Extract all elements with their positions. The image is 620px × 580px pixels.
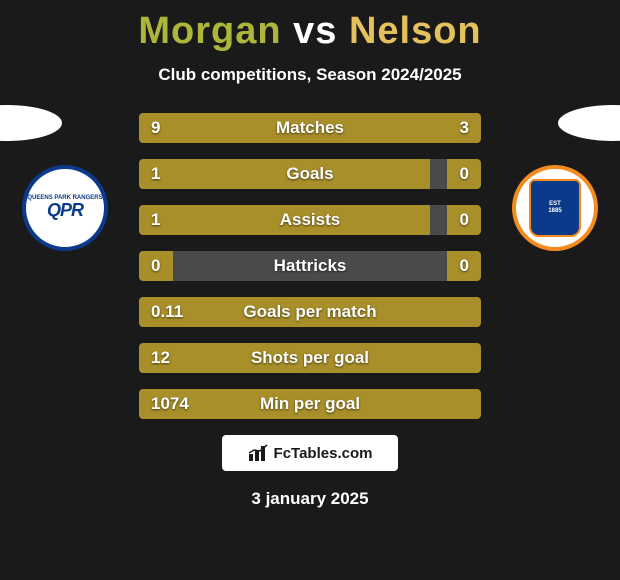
- branding-badge: FcTables.com: [222, 435, 398, 471]
- stat-row: 00Hattricks: [139, 251, 481, 281]
- stat-label: Assists: [139, 210, 481, 230]
- comparison-panel: QUEENS PARK RANGERS QPR EST 1885 93Match…: [0, 113, 620, 419]
- stat-label: Goals per match: [139, 302, 481, 322]
- stat-label: Hattricks: [139, 256, 481, 276]
- club-crest-qpr: QUEENS PARK RANGERS QPR: [22, 165, 108, 251]
- subtitle: Club competitions, Season 2024/2025: [0, 65, 620, 85]
- bar-chart-icon: [248, 444, 270, 462]
- crest-left-abbrev: QPR: [47, 201, 83, 221]
- stat-label: Min per goal: [139, 394, 481, 414]
- player2-name: Nelson: [349, 10, 482, 52]
- stat-label: Matches: [139, 118, 481, 138]
- stat-row: 0.11Goals per match: [139, 297, 481, 327]
- stat-row: 93Matches: [139, 113, 481, 143]
- player2-photo-placeholder: [558, 105, 620, 141]
- stat-row: 1074Min per goal: [139, 389, 481, 419]
- player1-photo-placeholder: [0, 105, 62, 141]
- branding-text: FcTables.com: [274, 445, 373, 462]
- stat-row: 12Shots per goal: [139, 343, 481, 373]
- vs-text: vs: [282, 10, 349, 52]
- stat-row: 10Assists: [139, 205, 481, 235]
- snapshot-date: 3 january 2025: [0, 489, 620, 509]
- crest-right-est: EST: [549, 201, 561, 208]
- stat-row: 10Goals: [139, 159, 481, 189]
- stat-bars: 93Matches 10Goals 10Assists 00Hattricks 0.11…: [139, 113, 481, 419]
- club-crest-luton: EST 1885: [512, 165, 598, 251]
- stat-label: Shots per goal: [139, 348, 481, 368]
- player1-name: Morgan: [138, 10, 281, 52]
- stat-label: Goals: [139, 164, 481, 184]
- crest-right-year: 1885: [548, 208, 561, 215]
- page-title: Morgan vs Nelson: [0, 0, 620, 53]
